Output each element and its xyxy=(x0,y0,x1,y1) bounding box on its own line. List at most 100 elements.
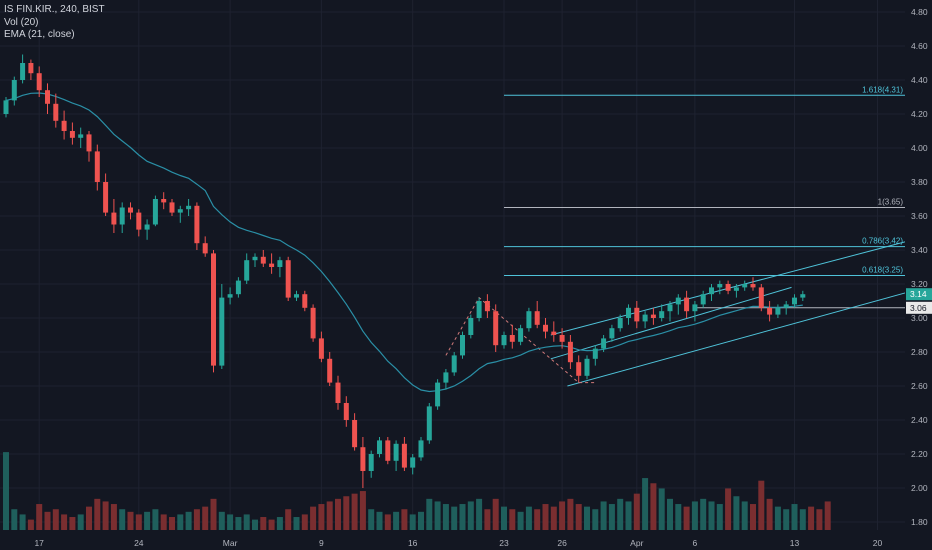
volume-bar xyxy=(501,506,507,530)
volume-bar xyxy=(102,501,109,530)
candle-body xyxy=(617,318,623,329)
volume-bar xyxy=(691,501,698,530)
price-axis-tick-label: 3.00 xyxy=(911,313,928,323)
time-axis[interactable]: 17 24 Mar 9 16 23 26 Apr 6 13 20 xyxy=(0,533,932,550)
candle-body xyxy=(227,294,233,298)
volume-bar xyxy=(525,506,532,530)
candle-body xyxy=(792,297,797,305)
volume-bar xyxy=(210,498,217,530)
volume-bar xyxy=(61,514,68,530)
volume-bar xyxy=(227,514,234,530)
volume-bar xyxy=(310,506,317,530)
candle-body xyxy=(700,294,706,305)
fib-level-label: 0.786(3.42) xyxy=(862,237,903,246)
fib-level-label: 1(3.65) xyxy=(878,198,904,207)
candle-body xyxy=(69,131,75,138)
volume-bar xyxy=(542,504,549,530)
volume-bar xyxy=(376,511,383,530)
candle-body xyxy=(717,284,723,288)
volume-bar xyxy=(816,509,823,530)
volume-bars xyxy=(3,452,831,530)
volume-bar xyxy=(426,498,433,530)
price-axis-tick-label: 3.40 xyxy=(911,245,928,255)
price-axis-tick-label: 4.00 xyxy=(911,143,928,153)
volume-bar xyxy=(77,514,84,530)
volume-bar xyxy=(268,519,275,530)
price-axis-tick-label: 4.60 xyxy=(911,41,928,51)
time-axis-tick-label: 23 xyxy=(499,538,509,548)
time-axis-tick-label: 6 xyxy=(693,538,698,548)
candle-body xyxy=(327,358,333,383)
legend-symbol[interactable]: IS FIN.KIR., 240, BIST xyxy=(4,4,105,15)
volume-bar xyxy=(741,501,748,530)
volume-bar xyxy=(700,498,707,530)
volume-bar xyxy=(783,509,790,530)
volume-bar xyxy=(575,504,582,530)
candle-body xyxy=(733,287,739,291)
volume-bar xyxy=(592,509,599,530)
volume-bar xyxy=(642,478,649,530)
volume-bar xyxy=(725,488,732,530)
candle-body xyxy=(684,297,690,312)
price-axis[interactable]: 4.80 4.60 4.40 4.20 4.00 3.80 3.60 3.40 3.20 3.00… xyxy=(905,0,932,550)
candle-body xyxy=(128,207,133,213)
volume-bar xyxy=(799,509,806,530)
candle-body xyxy=(11,80,17,101)
candle-body xyxy=(111,212,117,225)
price-axis-tick-label: 1.80 xyxy=(911,517,928,527)
volume-bar xyxy=(584,506,590,530)
legend-volume[interactable]: Vol (20) xyxy=(4,16,39,28)
candle-body xyxy=(750,284,756,288)
candle-body xyxy=(343,403,349,420)
volume-bar xyxy=(733,496,740,530)
time-axis-tick-label: 24 xyxy=(134,538,144,548)
candle-body xyxy=(642,314,648,322)
volume-bar xyxy=(492,498,499,530)
price-axis-tick-label: 4.40 xyxy=(911,75,928,85)
volume-bar xyxy=(766,498,773,530)
volume-bar xyxy=(442,504,449,530)
grid xyxy=(0,0,905,530)
candles xyxy=(3,54,806,488)
volume-bar xyxy=(127,511,134,530)
candle-body xyxy=(501,335,507,346)
candle-body xyxy=(144,224,150,230)
candle-body xyxy=(435,382,441,407)
volume-bar xyxy=(86,506,92,530)
volume-bar xyxy=(808,506,815,530)
volume-bar xyxy=(467,501,474,530)
price-axis-tick-label: 2.80 xyxy=(911,347,928,357)
price-axis-tick-label: 2.60 xyxy=(911,381,928,391)
candle-body xyxy=(169,202,175,213)
candle-body xyxy=(543,324,548,332)
volume-bar xyxy=(484,509,491,530)
channel-lower-line xyxy=(567,290,913,387)
volume-bar xyxy=(351,493,358,530)
volume-bar xyxy=(708,501,715,530)
candle-body xyxy=(86,134,92,152)
time-axis-tick-label: 16 xyxy=(408,538,418,548)
channel-upper-line xyxy=(550,239,913,336)
candle-body xyxy=(509,335,515,342)
volume-bar xyxy=(110,504,117,530)
candle-body xyxy=(94,151,100,182)
volume-bar xyxy=(285,509,292,530)
candle-body xyxy=(186,205,192,210)
volume-bar xyxy=(401,509,408,530)
candle-body xyxy=(493,311,499,346)
volume-bar xyxy=(318,504,325,530)
candle-body xyxy=(277,260,283,267)
volume-bar xyxy=(774,506,781,530)
candle-body xyxy=(426,406,432,441)
candle-body xyxy=(318,338,324,359)
candle-body xyxy=(28,63,34,74)
candle-body xyxy=(119,207,125,225)
candle-body xyxy=(401,443,407,468)
candle-body xyxy=(202,243,208,254)
time-axis-tick-label: Apr xyxy=(630,538,643,548)
legend-ema[interactable]: EMA (21, close) xyxy=(4,29,75,40)
candle-body xyxy=(269,263,275,267)
candle-body xyxy=(775,307,781,315)
candle-body xyxy=(410,457,416,468)
